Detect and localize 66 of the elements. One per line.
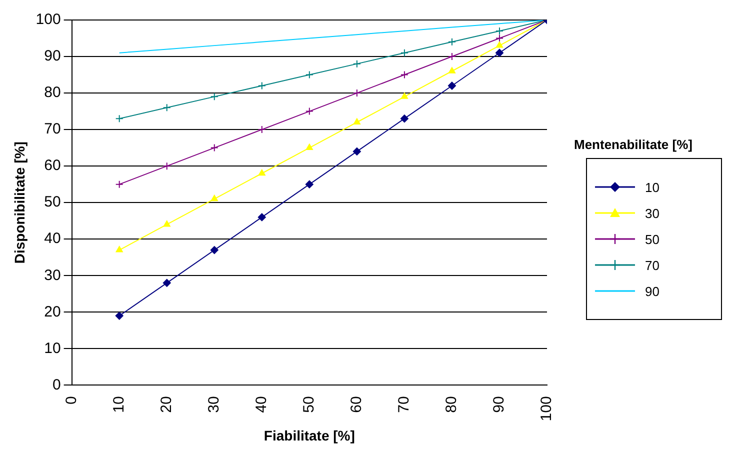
point bbox=[305, 107, 314, 116]
legend-label: 90 bbox=[645, 284, 660, 298]
x-tick-label: 10 bbox=[110, 396, 128, 413]
point bbox=[162, 162, 171, 170]
point bbox=[116, 246, 123, 252]
point bbox=[448, 52, 456, 61]
point bbox=[258, 213, 266, 222]
y-tick-label: 10 bbox=[44, 340, 61, 357]
x-tick-label: 90 bbox=[490, 396, 508, 413]
point bbox=[210, 246, 218, 254]
point bbox=[163, 220, 170, 227]
x-tick-label: 0 bbox=[62, 396, 80, 405]
y-tick-label: 0 bbox=[52, 376, 61, 394]
point bbox=[210, 194, 218, 202]
point bbox=[115, 312, 124, 320]
x-tick-label: 80 bbox=[443, 396, 460, 413]
legend-label: 30 bbox=[645, 206, 660, 220]
point bbox=[495, 48, 504, 57]
x-tick-label: 40 bbox=[253, 396, 270, 413]
x-tick-label: 70 bbox=[396, 396, 413, 413]
y-tick-label: 50 bbox=[44, 194, 61, 211]
y-tick-label: 40 bbox=[44, 230, 61, 248]
y-tick-label: 90 bbox=[44, 48, 61, 65]
x-tick-label: 60 bbox=[348, 396, 366, 413]
point bbox=[115, 180, 124, 188]
point bbox=[400, 48, 408, 57]
x-tick-label: 100 bbox=[538, 396, 556, 422]
point bbox=[495, 34, 504, 42]
legend-label: 70 bbox=[645, 258, 660, 272]
x-tick-label: 50 bbox=[300, 396, 318, 413]
point bbox=[115, 114, 124, 123]
y-axis-title: Disponibilitate [%] bbox=[11, 142, 28, 264]
point bbox=[448, 82, 456, 90]
point bbox=[305, 180, 314, 188]
y-tick-label: 80 bbox=[44, 84, 61, 102]
legend-label: 10 bbox=[645, 180, 660, 194]
point bbox=[352, 60, 361, 68]
point bbox=[353, 118, 360, 124]
point bbox=[305, 70, 314, 79]
point bbox=[400, 114, 408, 123]
point bbox=[210, 92, 218, 101]
y-tick-label: 30 bbox=[44, 266, 61, 284]
y-tick-label: 70 bbox=[44, 120, 61, 138]
point bbox=[400, 92, 408, 99]
point bbox=[258, 82, 266, 90]
point bbox=[258, 169, 266, 176]
point bbox=[258, 126, 266, 134]
y-tick-label: 100 bbox=[36, 11, 61, 28]
y-tick-label: 60 bbox=[44, 157, 61, 174]
point bbox=[496, 42, 504, 48]
point bbox=[162, 278, 171, 287]
point bbox=[352, 89, 361, 98]
point bbox=[400, 70, 408, 79]
y-tick-label: 20 bbox=[44, 303, 61, 320]
point bbox=[448, 38, 456, 46]
point bbox=[495, 26, 504, 35]
point bbox=[162, 104, 171, 112]
point bbox=[210, 144, 218, 152]
legend-label: 50 bbox=[645, 232, 660, 246]
legend-title: Mentenabilitate [%] bbox=[574, 137, 694, 152]
point bbox=[352, 147, 361, 156]
x-axis-title: Fiabilitate [%] bbox=[264, 427, 355, 444]
x-tick-label: 20 bbox=[158, 396, 175, 413]
point bbox=[306, 144, 313, 150]
point bbox=[448, 67, 456, 74]
x-tick-label: 30 bbox=[206, 396, 223, 413]
